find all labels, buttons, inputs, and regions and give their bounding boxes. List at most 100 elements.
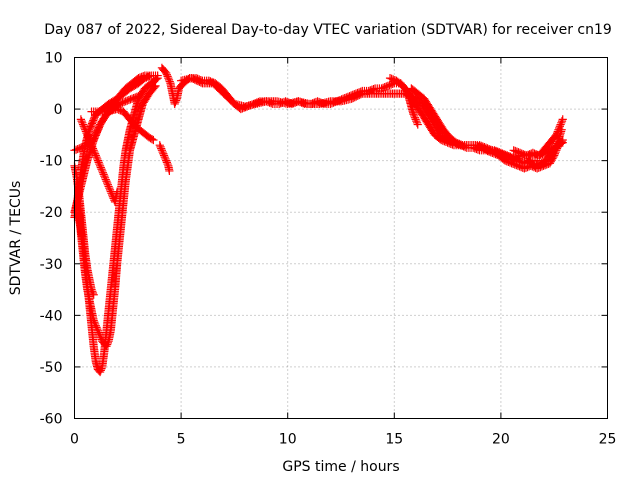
data-point-marker <box>558 115 567 124</box>
data-point-marker <box>163 72 172 81</box>
data-point-marker <box>102 177 111 186</box>
data-point-marker <box>492 146 501 156</box>
data-point-marker <box>512 161 521 170</box>
data-point-marker <box>89 316 98 325</box>
data-point-marker <box>350 93 359 102</box>
data-point-marker <box>103 178 112 188</box>
data-point-marker <box>503 151 512 160</box>
data-point-marker <box>88 117 97 127</box>
data-point-marker <box>510 160 519 169</box>
x-axis-label: GPS time / hours <box>282 459 399 475</box>
data-point-marker <box>87 119 97 128</box>
data-point-marker <box>480 144 490 154</box>
data-point-marker <box>356 90 365 99</box>
data-point-marker <box>85 135 94 145</box>
data-point-marker <box>162 156 171 165</box>
data-point-marker <box>79 142 89 151</box>
data-point-marker <box>92 153 101 162</box>
data-point-marker <box>530 149 539 158</box>
data-point-marker <box>413 120 422 129</box>
data-point-marker <box>98 168 108 177</box>
data-point-marker <box>347 94 356 103</box>
data-point-marker <box>443 138 452 147</box>
data-point-marker <box>116 99 125 108</box>
data-point-marker <box>91 131 100 140</box>
data-point-marker <box>96 333 105 342</box>
data-point-marker <box>102 342 111 351</box>
data-point-marker <box>79 122 88 131</box>
data-point-marker <box>521 163 531 172</box>
data-point-marker <box>539 149 549 158</box>
data-point-marker <box>536 150 545 159</box>
data-point-marker <box>101 175 110 184</box>
data-point-marker <box>532 161 541 170</box>
data-point-marker <box>134 92 143 101</box>
axis-ticks <box>74 57 608 419</box>
data-point-marker <box>100 173 110 182</box>
data-point-marker <box>97 364 106 373</box>
data-point-marker <box>103 338 113 347</box>
data-point-marker <box>113 187 122 196</box>
data-point-marker <box>82 129 91 138</box>
data-point-marker <box>545 159 555 168</box>
data-point-marker <box>84 134 93 143</box>
data-point-marker <box>522 151 531 160</box>
data-point-marker <box>159 149 168 158</box>
data-point-marker <box>104 182 113 191</box>
data-point-marker <box>103 180 113 189</box>
data-point-marker <box>86 139 95 148</box>
data-point-marker <box>91 321 100 330</box>
data-point-marker <box>550 144 560 153</box>
data-point-marker <box>383 81 393 90</box>
data-point-marker <box>151 81 160 90</box>
data-point-marker <box>411 115 420 124</box>
data-point-marker <box>495 148 504 157</box>
data-point-marker <box>163 159 172 169</box>
y-tick-label: -60 <box>40 412 63 428</box>
data-point-marker <box>389 75 398 84</box>
data-point-marker <box>535 159 544 168</box>
data-point-marker <box>98 166 107 176</box>
x-tick-label: 0 <box>70 432 79 448</box>
data-point-marker <box>164 74 173 83</box>
data-point-marker <box>440 137 449 146</box>
data-point-marker <box>116 106 125 115</box>
data-point-marker <box>355 90 364 100</box>
data-point-marker <box>132 92 141 101</box>
y-tick-labels: 10 0 -10 -20 -30 -40 -50 -60 <box>40 51 63 428</box>
data-point-marker <box>86 137 95 146</box>
data-point-marker <box>160 153 169 162</box>
data-point-marker <box>139 72 148 81</box>
data-point-marker <box>89 114 99 123</box>
data-point-marker <box>94 328 103 337</box>
data-point-marker <box>441 137 451 147</box>
data-point-marker <box>90 147 99 157</box>
data-point-marker <box>189 74 198 83</box>
data-point-marker <box>534 160 543 169</box>
data-point-marker <box>92 129 101 138</box>
y-tick-label: 10 <box>45 51 63 67</box>
data-point-marker <box>155 141 164 150</box>
data-point-marker <box>504 152 513 161</box>
data-point-marker <box>172 96 181 105</box>
data-point-marker <box>412 118 422 127</box>
data-point-marker <box>385 81 394 90</box>
data-point-marker <box>73 144 82 154</box>
data-point-marker <box>530 161 540 170</box>
data-point-marker <box>86 122 95 131</box>
data-point-marker <box>93 154 102 164</box>
chart-title: Day 087 of 2022, Sidereal Day-to-day VTE… <box>44 22 612 38</box>
data-point-marker <box>78 143 87 152</box>
data-point-marker <box>162 70 171 79</box>
data-point-marker <box>147 135 157 144</box>
data-point-marker <box>557 125 566 134</box>
data-point-marker <box>551 142 560 151</box>
data-point-marker <box>76 143 85 152</box>
data-point-marker <box>385 74 395 83</box>
data-point-marker <box>114 105 123 114</box>
data-point-marker <box>81 127 90 136</box>
data-point-marker <box>149 135 158 145</box>
data-point-marker <box>382 82 391 91</box>
data-point-marker <box>134 74 143 83</box>
